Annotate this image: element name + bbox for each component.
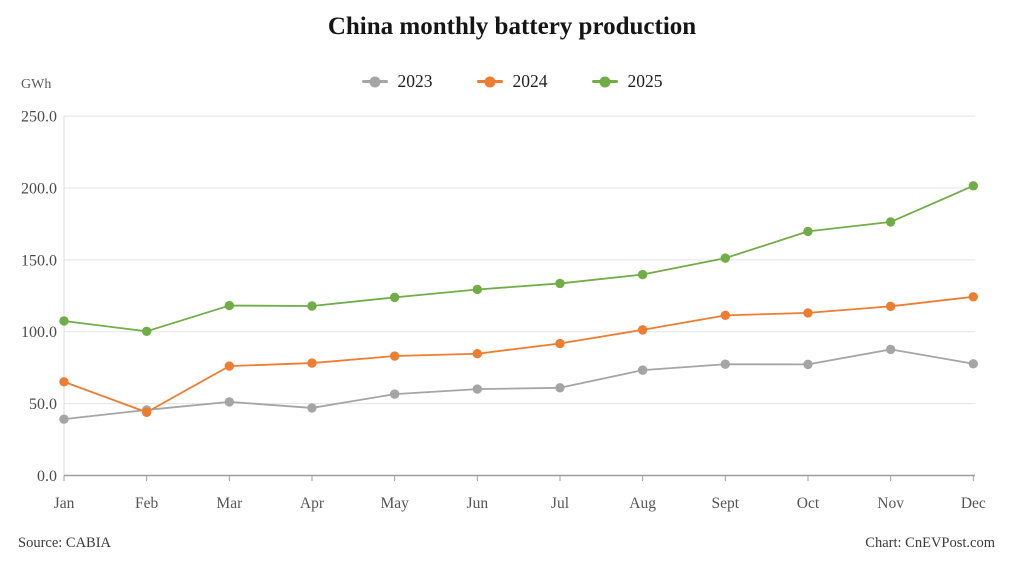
- x-tick-label: Mar: [216, 495, 243, 512]
- data-point-2023-Dec: [968, 359, 978, 369]
- legend-item-2025: 2025: [591, 71, 663, 92]
- y-tick-label: 50.0: [29, 396, 57, 413]
- x-tick-label: Nov: [877, 495, 904, 512]
- data-point-2023-Jul: [555, 383, 565, 393]
- data-point-2025-Jun: [472, 284, 483, 295]
- legend-marker-icon: [361, 76, 388, 88]
- x-tick-label: Jul: [551, 495, 569, 512]
- legend-dot-icon: [484, 76, 495, 87]
- chart-credit: Chart: CnEVPost.com: [865, 535, 995, 551]
- legend-label: 2023: [397, 71, 433, 91]
- legend-dot-icon: [369, 76, 380, 87]
- data-point-2023-Nov: [885, 344, 896, 355]
- data-point-2024-Feb: [141, 407, 152, 417]
- x-tick-label: Sept: [712, 495, 740, 512]
- legend-marker-icon: [476, 76, 503, 88]
- y-axis-unit-label: GWh: [21, 77, 52, 92]
- data-point-2024-Jan: [59, 377, 69, 387]
- data-point-2023-Jan: [59, 414, 69, 424]
- data-point-2025-May: [389, 292, 400, 303]
- data-point-2024-Jun: [472, 349, 483, 359]
- data-point-2025-Mar: [224, 300, 235, 311]
- data-point-2025-Dec: [968, 181, 978, 191]
- legend-label: 2025: [627, 71, 663, 91]
- data-point-2023-Apr: [307, 403, 317, 413]
- data-point-2025-Aug: [637, 269, 648, 280]
- x-tick-label: Feb: [135, 495, 159, 512]
- data-point-2023-Mar: [224, 397, 235, 407]
- data-point-2025-Sept: [720, 253, 731, 263]
- series-line-2024: [63, 295, 974, 414]
- legend-item-2023: 2023: [361, 71, 433, 92]
- data-point-2025-Jan: [59, 316, 69, 326]
- x-tick-label: Aug: [629, 495, 656, 512]
- chart-title: China monthly battery production: [327, 13, 697, 40]
- legend-marker-icon: [591, 76, 618, 88]
- x-tick-label: Jun: [467, 495, 489, 512]
- data-point-2024-Jul: [555, 338, 565, 349]
- source-attribution: Source: CABIA: [18, 535, 112, 551]
- x-tick-label: Apr: [300, 495, 325, 512]
- data-point-2023-May: [389, 389, 400, 399]
- data-point-2023-Oct: [803, 359, 813, 370]
- data-point-2025-Jul: [555, 278, 565, 289]
- data-point-2024-Oct: [803, 308, 813, 318]
- legend-label: 2024: [512, 71, 548, 91]
- y-tick-label: 250.0: [21, 109, 57, 126]
- legend-item-2024: 2024: [476, 71, 548, 92]
- data-point-2024-Mar: [224, 361, 235, 371]
- data-point-2025-Nov: [885, 217, 896, 227]
- y-tick-label: 100.0: [21, 324, 57, 341]
- data-point-2025-Apr: [307, 301, 317, 311]
- y-tick-label: 150.0: [21, 252, 57, 269]
- legend-dot-icon: [599, 76, 610, 87]
- data-point-2024-Aug: [637, 325, 648, 335]
- data-point-2023-Aug: [637, 365, 648, 375]
- data-point-2024-Sept: [720, 310, 731, 321]
- data-point-2024-May: [389, 351, 400, 361]
- series-line-2025: [63, 184, 974, 333]
- data-point-2024-Dec: [968, 292, 978, 302]
- y-tick-label: 200.0: [21, 180, 57, 197]
- x-tick-label: May: [380, 495, 409, 512]
- data-point-2025-Oct: [803, 226, 813, 237]
- x-tick-label: Oct: [797, 495, 820, 512]
- data-point-2024-Nov: [885, 301, 896, 311]
- legend: 2023 2024 2025: [0, 71, 1024, 92]
- y-tick-label: 0.0: [37, 468, 57, 485]
- series-line-2023: [63, 348, 974, 421]
- data-point-2023-Sept: [720, 359, 731, 369]
- data-point-2024-Apr: [307, 358, 317, 368]
- x-tick-label: Dec: [961, 495, 986, 512]
- data-point-2025-Feb: [141, 326, 152, 337]
- data-point-2023-Jun: [472, 384, 483, 394]
- x-tick-label: Jan: [54, 495, 75, 512]
